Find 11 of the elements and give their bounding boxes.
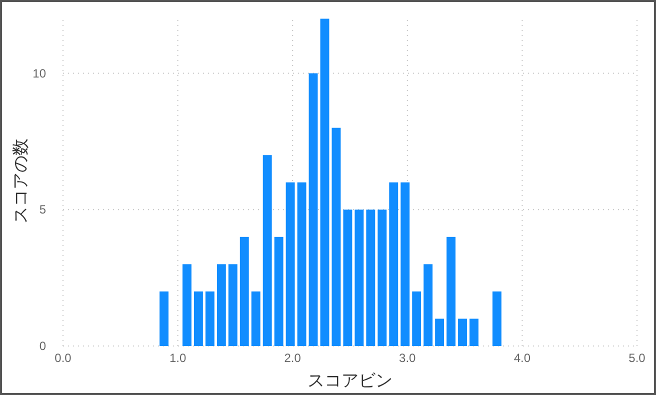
y-tick-label: 10 [32, 66, 46, 80]
x-axis-title: スコアビン [308, 371, 392, 390]
x-tick-label: 0.0 [54, 351, 72, 365]
x-tick-label: 5.0 [628, 351, 646, 365]
x-tick-label: 2.0 [284, 351, 302, 365]
x-tick-label: 3.0 [399, 351, 416, 365]
y-tick-label: 5 [39, 202, 46, 217]
y-axis-title: スコアの数 [11, 138, 30, 224]
x-tick-label: 4.0 [514, 351, 531, 365]
y-tick-label: 0 [39, 339, 46, 353]
x-tick-label: 1.0 [169, 351, 186, 365]
